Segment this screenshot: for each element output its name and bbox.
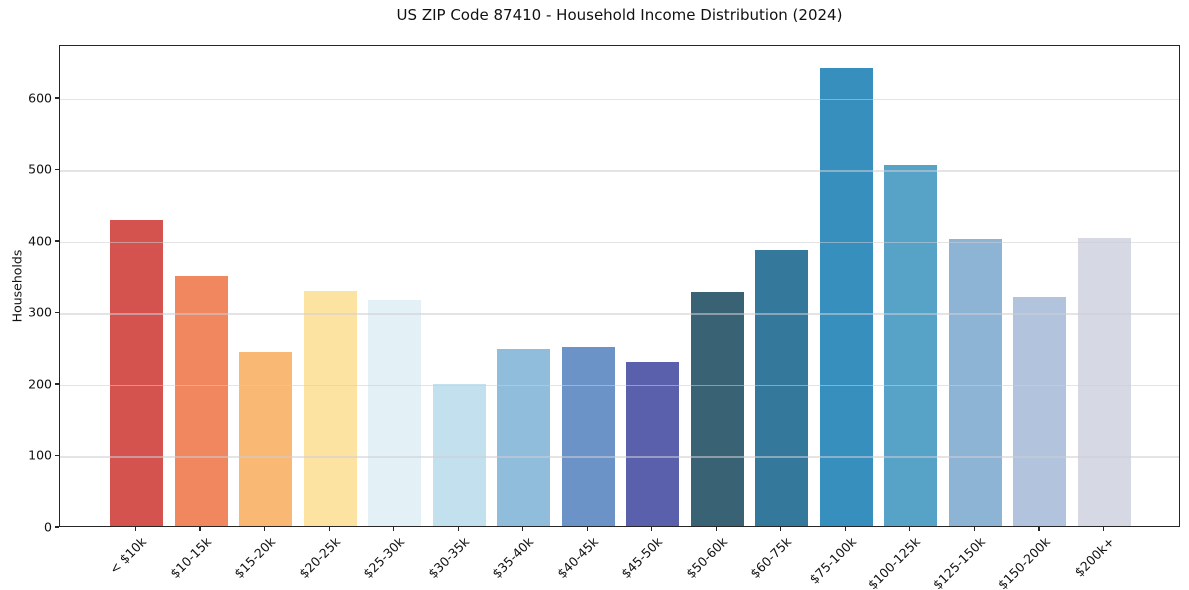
x-tick-label-45-50k: $45-50k	[618, 534, 666, 582]
y-tick-label-600: 600	[28, 90, 52, 106]
x-tick-label-200k: $200k+	[1071, 534, 1118, 580]
y-tick-label-200: 200	[28, 376, 52, 392]
gridline-400	[60, 241, 1179, 244]
bar-15-20k	[239, 352, 293, 526]
x-tick-label-30-35k: $30-35k	[424, 534, 472, 582]
y-tick-label-100: 100	[28, 447, 52, 463]
y-axis-label: Households	[9, 249, 25, 323]
y-tick-mark-600	[55, 97, 59, 99]
gridline-600	[60, 98, 1179, 100]
bar-25-30k	[368, 300, 422, 526]
x-tick-mark-150-200k	[1038, 527, 1040, 531]
y-tick-label-500: 500	[28, 161, 52, 177]
y-tick-mark-100	[55, 454, 59, 457]
bar-45-50k	[626, 362, 680, 526]
x-tick-mark-25-30k	[393, 527, 395, 531]
bar-40-45k	[561, 347, 615, 526]
gridline-100	[60, 456, 1179, 458]
bar-35-40k	[497, 349, 551, 526]
x-tick-label-150-200k: $150-200k	[994, 534, 1053, 590]
x-tick-mark-125-150k	[973, 527, 976, 531]
y-tick-label-0: 0	[44, 519, 52, 535]
bar-125-150k	[948, 239, 1002, 526]
y-tick-mark-300	[55, 311, 59, 314]
bar-10-15k	[174, 276, 228, 526]
bar-30-35k	[432, 384, 486, 526]
y-tick-mark-500	[55, 168, 59, 171]
x-tick-mark-35-40k	[522, 527, 524, 531]
bar-75-100k	[819, 67, 873, 526]
x-tick-mark-15-20k	[263, 527, 266, 531]
y-tick-label-400: 400	[28, 233, 52, 249]
bar-50-60k	[690, 292, 744, 526]
x-tick-label-35-40k: $35-40k	[489, 534, 537, 582]
bar-20-25k	[303, 291, 357, 526]
x-tick-mark-50-60k	[715, 527, 717, 531]
x-tick-mark-60-75k	[780, 527, 782, 531]
x-tick-mark-40-45k	[586, 527, 588, 531]
chart-title: US ZIP Code 87410 - Household Income Dis…	[396, 6, 843, 24]
x-tick-mark-45-50k	[651, 527, 653, 531]
x-tick-mark-200k	[1102, 527, 1105, 531]
x-tick-label-25-30k: $25-30k	[360, 534, 408, 582]
x-tick-mark-10k	[134, 527, 137, 531]
x-tick-label-40-45k: $40-45k	[553, 534, 601, 582]
x-tick-mark-30-35k	[457, 527, 459, 531]
x-tick-label-125-150k: $125-150k	[929, 534, 989, 590]
bar-10k	[110, 219, 163, 526]
x-tick-label-10-15k: $10-15k	[166, 534, 214, 582]
x-tick-label-20-25k: $20-25k	[295, 534, 343, 582]
x-tick-label-10k: < $10k	[106, 534, 150, 577]
plot-area	[59, 45, 1180, 527]
x-tick-label-75-100k: $75-100k	[806, 534, 859, 587]
x-tick-mark-100-125k	[909, 527, 911, 531]
y-tick-mark-200	[55, 383, 59, 385]
x-tick-label-50-60k: $50-60k	[682, 534, 730, 582]
x-tick-mark-20-25k	[328, 527, 330, 531]
y-tick-mark-400	[55, 240, 59, 242]
x-tick-mark-75-100k	[844, 527, 846, 531]
bar-100-125k	[884, 164, 938, 526]
x-tick-label-60-75k: $60-75k	[747, 534, 795, 582]
gridline-300	[60, 313, 1179, 315]
bar-200k	[1078, 237, 1131, 526]
bar-150-200k	[1013, 297, 1067, 526]
gridline-500	[60, 170, 1179, 172]
gridline-200	[60, 384, 1179, 387]
x-tick-label-100-125k: $100-125k	[865, 534, 924, 590]
x-tick-label-15-20k: $15-20k	[231, 534, 279, 582]
y-tick-mark-0	[55, 526, 59, 528]
y-tick-label-300: 300	[28, 304, 52, 320]
bar-60-75k	[755, 249, 809, 526]
x-tick-mark-10-15k	[199, 527, 201, 531]
